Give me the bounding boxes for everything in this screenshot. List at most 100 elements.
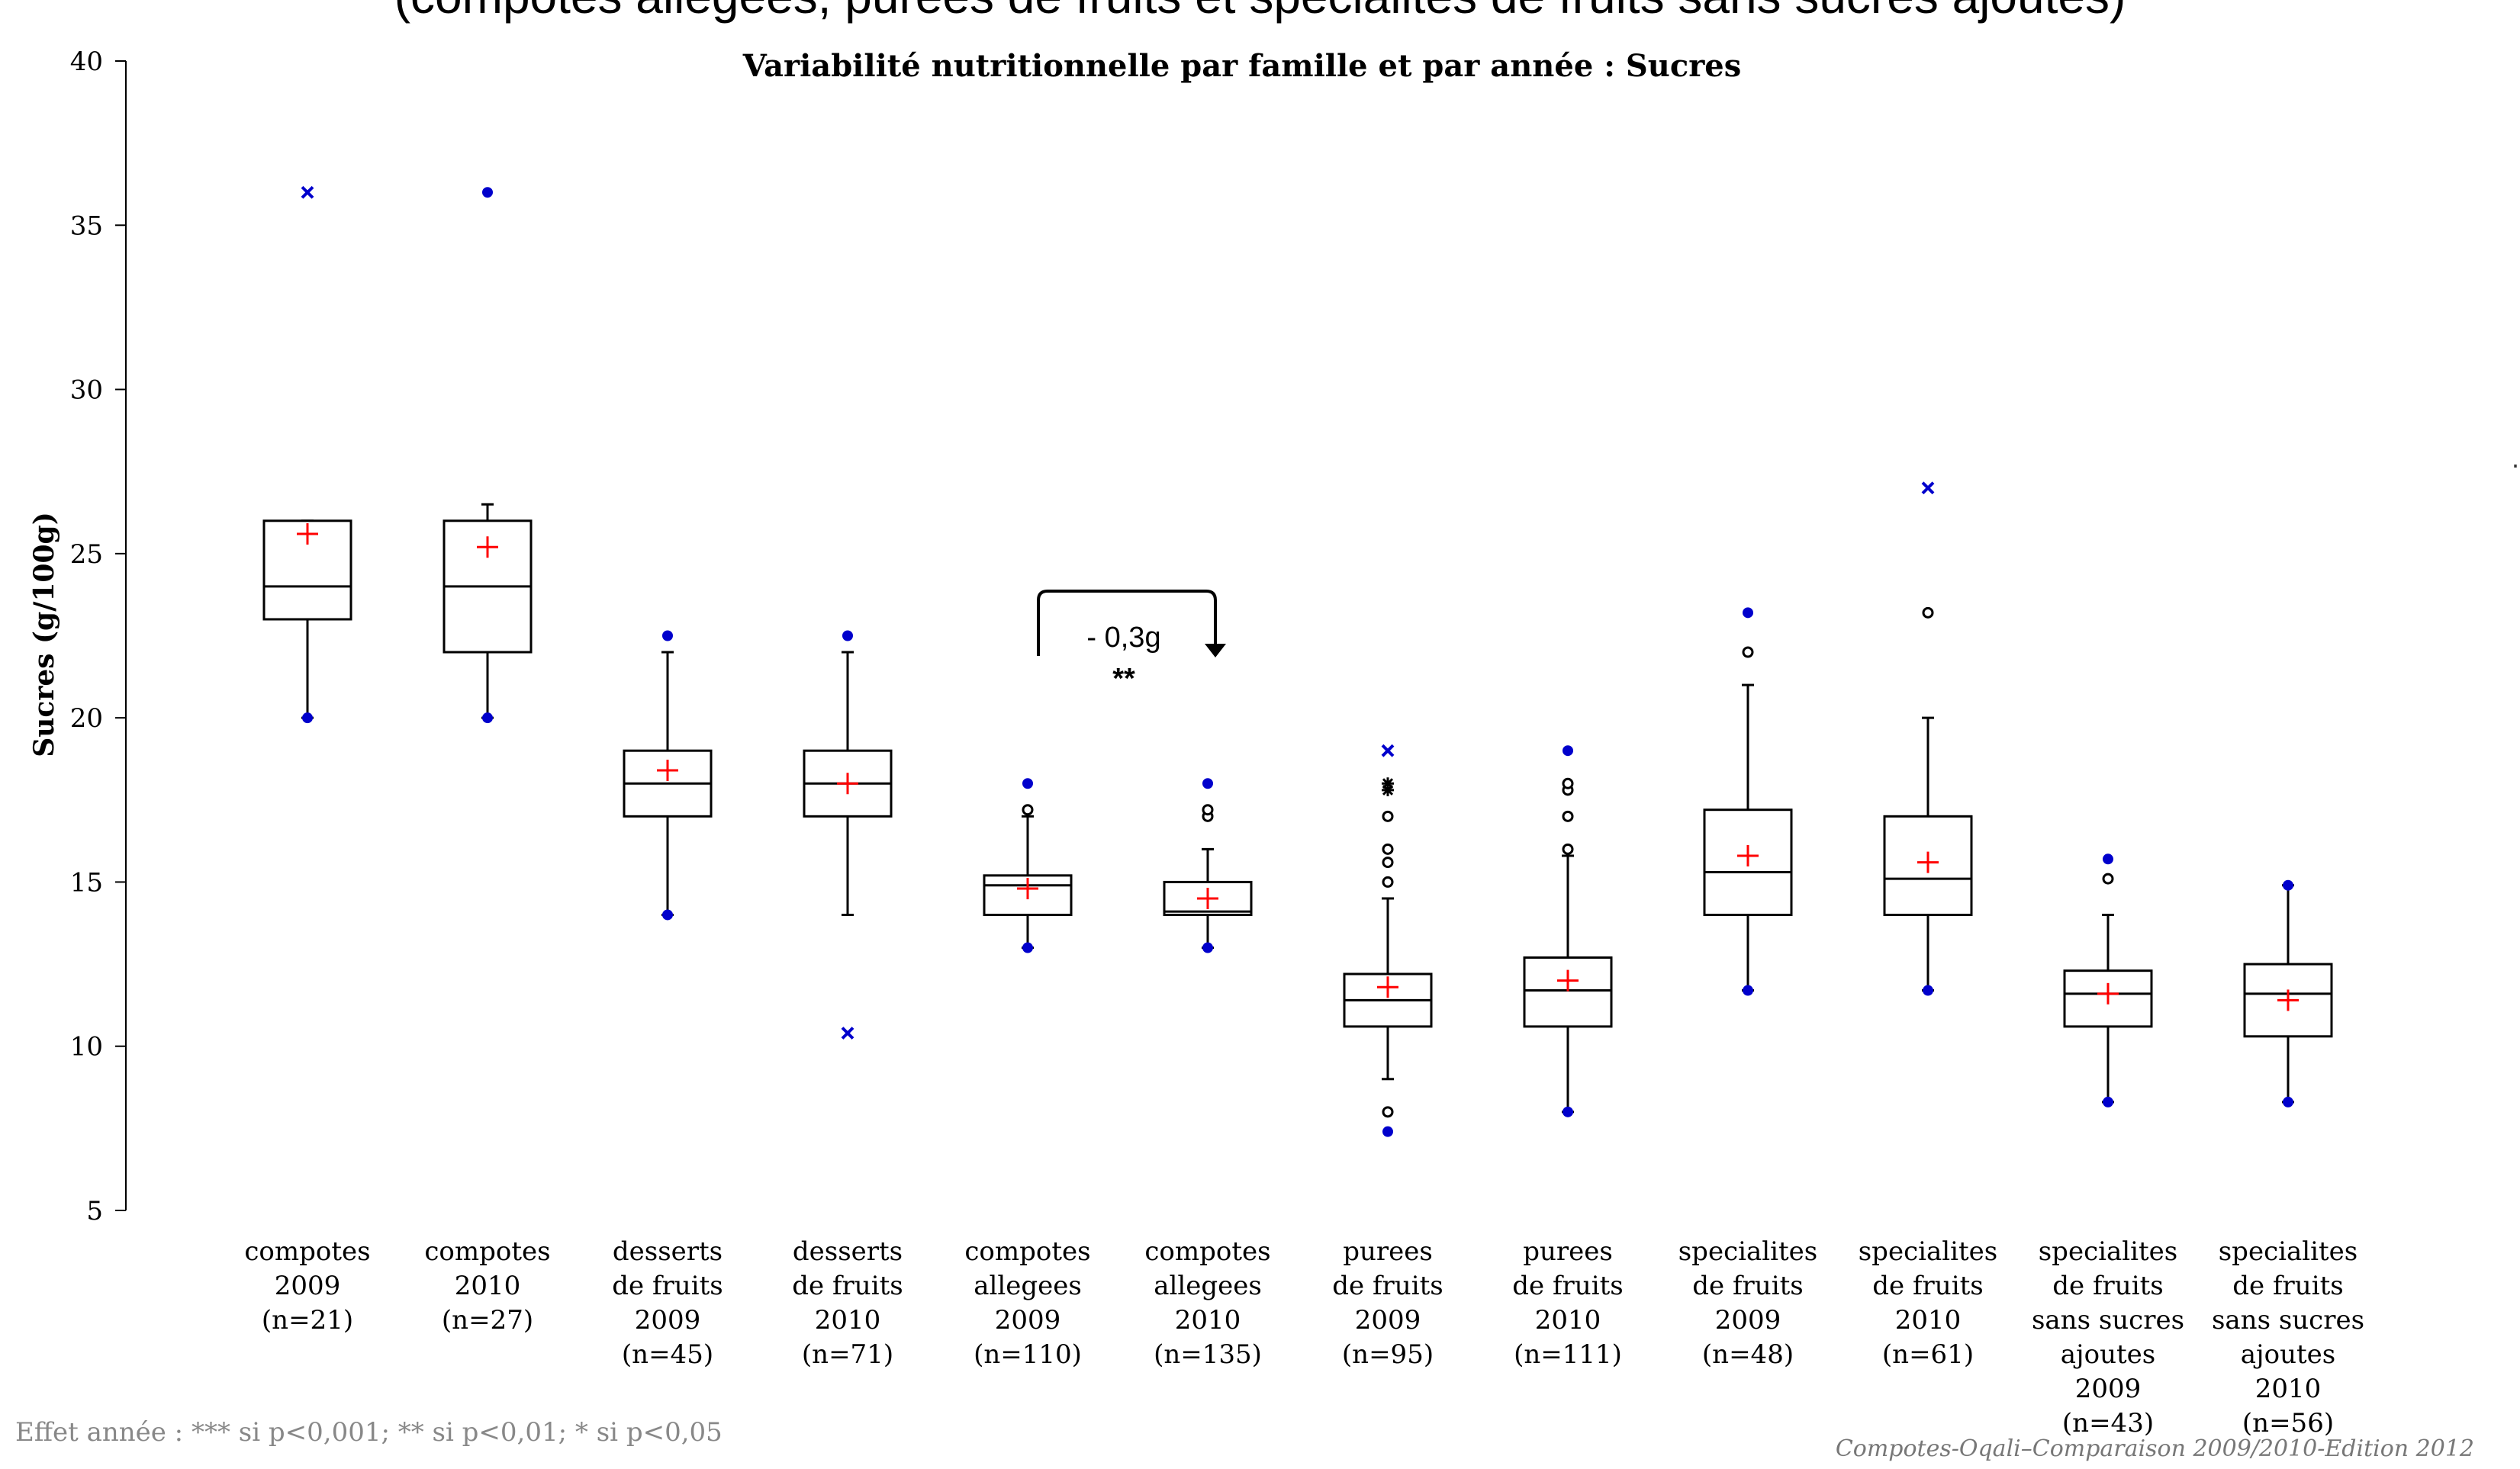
page-header: (compotes allegees, purees de fruits et … [0,0,2520,24]
category-label-line: 2010 [455,1271,521,1301]
category-label: desserts de fruits 2009 (n=45) [612,1236,723,1370]
category-label-line: 2010 [815,1305,881,1336]
extreme-point [662,630,673,641]
extreme-point [482,187,493,198]
category-label-line: compotes [244,1236,370,1267]
y-tick-label: 15 [70,867,103,898]
category-label: compotes allegees 2010 (n=135) [1144,1236,1270,1370]
outlier-point [1382,876,1394,888]
category-label-line: (n=27) [442,1305,533,1336]
category-label-line: sans sucres [2212,1305,2364,1336]
box-group [443,187,533,724]
box-iqr [1523,956,1613,1028]
box-group [1523,745,1613,1117]
category-label-line: de fruits [1332,1271,1443,1301]
box-group [983,778,1073,953]
y-tick-label: 40 [70,47,103,77]
category-label: compotes 2010 (n=27) [424,1236,550,1336]
category-label-line: 2009 [275,1271,341,1301]
category-label-line: (n=110) [974,1339,1082,1370]
outlier-point [1382,843,1394,855]
category-label-line: sans sucres [2032,1305,2184,1336]
category-label-line: (n=43) [2062,1408,2154,1438]
category-label-line: compotes [1144,1236,1270,1267]
y-tick-label: 35 [70,211,103,241]
extreme-point [2103,853,2113,865]
extreme-point [1202,942,1213,953]
outlier-point [1382,810,1394,822]
extreme-point [1382,783,1394,796]
category-label-line: (n=56) [2242,1408,2334,1438]
outlier-point [1382,857,1394,869]
y-tick-label: 5 [86,1196,103,1226]
annotation-text: - 0,3g [1086,622,1160,654]
category-label-line: specialites [1859,1236,1998,1267]
category-label-line: (n=45) [622,1339,713,1370]
outlier-point [2102,873,2114,885]
category-label-line: (n=61) [1882,1339,1974,1370]
category-label: desserts de fruits 2010 (n=71) [792,1236,903,1370]
category-label-line: (n=71) [802,1339,893,1370]
category-label-line: (n=135) [1154,1339,1262,1370]
y-tick-label: 30 [70,375,103,406]
x-axis-labels: compotes 2009 (n=21) compotes 2010 (n=27) dess… [244,1236,2364,1438]
category-label-line: ajoutes [2241,1339,2335,1370]
y-tick-label: 10 [70,1032,103,1062]
plot-area: - 0,3g ** [262,185,2333,1137]
category-label-line: 2009 [1715,1305,1781,1336]
category-label-line: ajoutes [2061,1339,2155,1370]
box-group [1163,778,1253,953]
y-tick-label: 25 [70,539,103,570]
category-label-line: de fruits [612,1271,723,1301]
category-label-line: (n=21) [262,1305,353,1336]
category-label-line: compotes [424,1236,550,1267]
box-group [2243,879,2333,1107]
extreme-point [1923,985,1933,996]
source-note: Compotes-Oqali–Comparaison 2009/2010-Edi… [1835,1435,2474,1462]
extreme-point [482,712,493,724]
category-label-line: allegees [974,1271,1082,1301]
category-label-line: desserts [793,1236,903,1267]
category-label-line: 2010 [1895,1305,1962,1336]
edge-mark: · [2511,448,2520,480]
category-label-line: de fruits [2052,1271,2163,1301]
annotation-arrowhead [1205,644,1226,657]
annotation-significance: ** [1112,663,1135,695]
extreme-point [1382,1126,1393,1137]
y-tick-label: 20 [70,703,103,734]
extreme-point [1743,607,1753,619]
outlier-point [1922,606,1934,619]
outlier-point [1382,1106,1394,1118]
category-label-line: 2010 [1175,1305,1241,1336]
category-label-line: (n=48) [1702,1339,1794,1370]
category-label-line: purees [1523,1236,1613,1267]
category-label-line: purees [1343,1236,1433,1267]
category-label-line: 2010 [1535,1305,1601,1336]
outlier-point [1562,843,1574,855]
extreme-point [302,712,313,724]
outlier-point [1742,646,1754,658]
box-group [803,630,893,1040]
extreme-point [301,185,314,199]
extreme-point [841,1027,854,1040]
category-label-line: de fruits [1692,1271,1803,1301]
category-label: specialites de fruits 2010 (n=61) [1859,1236,1998,1370]
category-label-line: (n=95) [1342,1339,1434,1370]
category-label-line: 2009 [2075,1374,2142,1404]
extreme-point [1921,481,1935,495]
category-label: purees de fruits 2010 (n=111) [1512,1236,1623,1370]
outlier-point [1562,810,1574,822]
category-label: specialites de fruits sans sucres ajoutes 20… [2212,1236,2364,1438]
category-label-line: de fruits [792,1271,903,1301]
category-label-line: specialites [2039,1236,2178,1267]
box-group [1703,607,1793,996]
significance-footnote: Effet année : *** si p<0,001; ** si p<0,… [15,1417,723,1448]
chart-title: Variabilité nutritionnelle par famille e… [742,48,1742,84]
category-label-line: de fruits [1872,1271,1983,1301]
extreme-point [1382,777,1394,790]
category-label: compotes 2009 (n=21) [244,1236,370,1336]
extreme-point [1563,745,1573,757]
category-label-line: compotes [964,1236,1090,1267]
category-label: purees de fruits 2009 (n=95) [1332,1236,1443,1370]
